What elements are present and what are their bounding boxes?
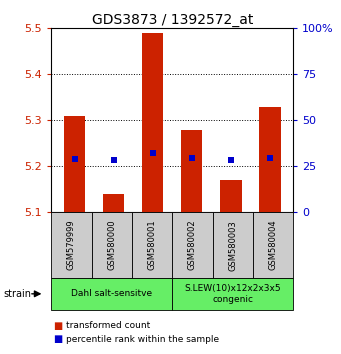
Text: Dahl salt-sensitve: Dahl salt-sensitve (71, 289, 152, 298)
Text: ■: ■ (53, 334, 62, 344)
Text: GSM580004: GSM580004 (269, 220, 278, 270)
Bar (259, 107, 281, 212)
Text: GSM580001: GSM580001 (148, 220, 157, 270)
Text: percentile rank within the sample: percentile rank within the sample (66, 335, 220, 344)
Text: GSM580003: GSM580003 (228, 220, 237, 270)
Bar (103, 194, 124, 212)
Text: GSM579999: GSM579999 (67, 220, 76, 270)
Bar (64, 116, 85, 212)
Text: strain: strain (3, 289, 31, 299)
Text: GSM580000: GSM580000 (107, 220, 116, 270)
Text: S.LEW(10)x12x2x3x5
congenic: S.LEW(10)x12x2x3x5 congenic (184, 284, 281, 303)
Title: GDS3873 / 1392572_at: GDS3873 / 1392572_at (91, 13, 253, 27)
Bar (220, 180, 241, 212)
Text: transformed count: transformed count (66, 321, 151, 330)
Bar (142, 33, 163, 212)
Text: ■: ■ (53, 321, 62, 331)
Bar (181, 130, 203, 212)
Text: GSM580002: GSM580002 (188, 220, 197, 270)
